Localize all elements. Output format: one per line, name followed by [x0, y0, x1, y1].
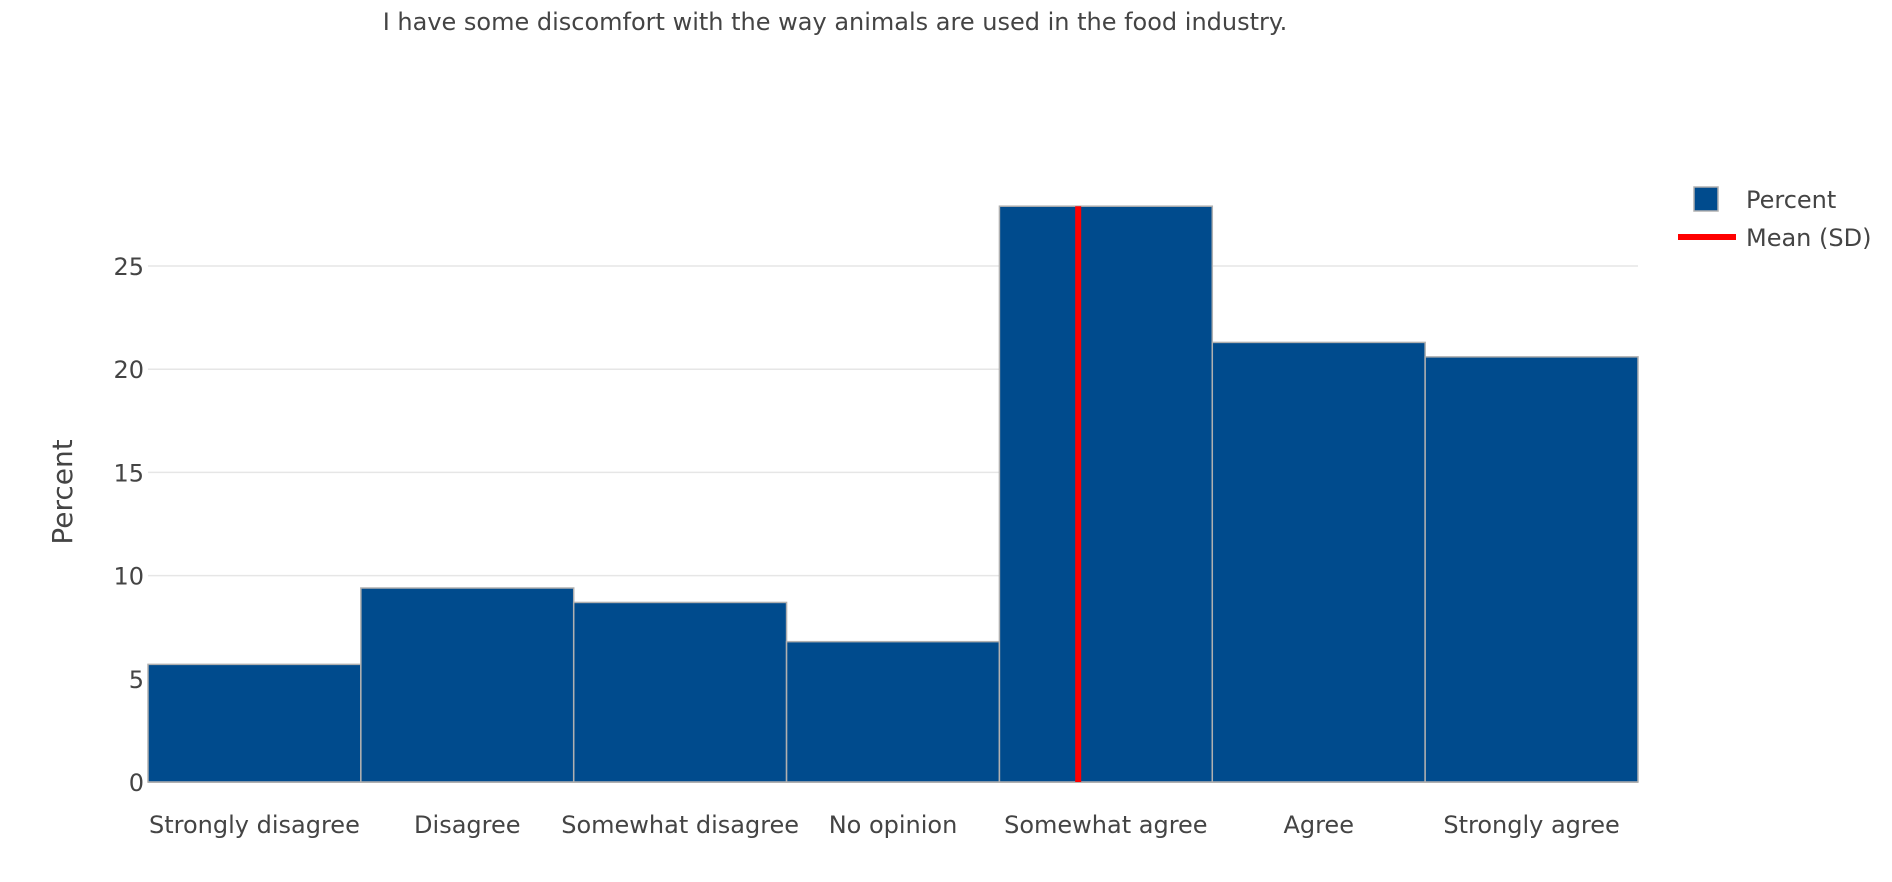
legend: Percent Mean (SD) — [1678, 186, 1871, 252]
y-tick-label: 5 — [129, 666, 144, 694]
bar — [1424, 356, 1639, 783]
x-tick-label: Somewhat disagree — [561, 811, 799, 839]
bar — [998, 205, 1214, 783]
x-tick-label: Disagree — [414, 811, 520, 839]
legend-swatch-percent — [1693, 186, 1719, 212]
bar — [785, 640, 1001, 783]
x-tick-label: No opinion — [829, 811, 958, 839]
legend-label-mean[interactable]: Mean (SD) — [1746, 224, 1871, 252]
y-tick-label: 0 — [129, 769, 144, 797]
bar — [147, 663, 362, 783]
y-axis-title: Percent — [46, 439, 79, 544]
y-tick-label: 20 — [113, 356, 144, 384]
legend-label-percent[interactable]: Percent — [1746, 186, 1836, 214]
bar — [572, 601, 788, 783]
bars — [147, 205, 1639, 783]
y-tick-label: 25 — [113, 253, 144, 281]
y-ticks: 0 5 10 15 20 25 — [113, 253, 144, 797]
bar — [1211, 341, 1426, 783]
x-tick-label: Strongly disagree — [149, 811, 360, 839]
chart-title: I have some discomfort with the way anim… — [383, 8, 1288, 36]
x-tick-label: Somewhat agree — [1004, 811, 1207, 839]
y-tick-label: 15 — [113, 459, 144, 487]
x-tick-label: Strongly agree — [1443, 811, 1619, 839]
x-ticks: Strongly disagree Disagree Somewhat disagr… — [149, 811, 1620, 839]
bar — [360, 587, 575, 783]
x-tick-label: Agree — [1283, 811, 1354, 839]
y-tick-label: 10 — [113, 563, 144, 591]
